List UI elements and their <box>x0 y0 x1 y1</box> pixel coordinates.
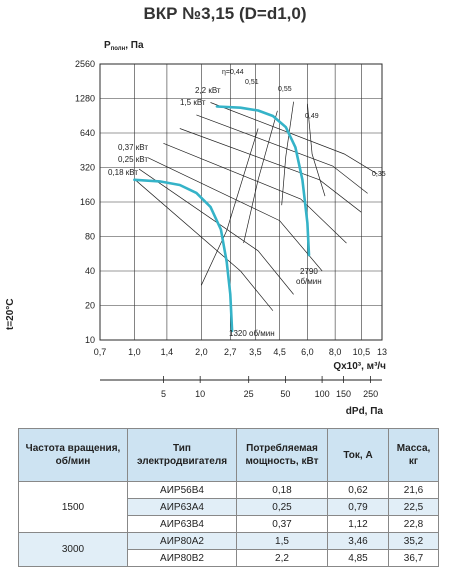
efficiency-diagonal-lines <box>136 101 378 311</box>
efficiency-line <box>281 101 294 206</box>
chart-title: ВКР №3,15 (D=d1,0) <box>143 4 307 23</box>
efficiency-line <box>200 128 259 286</box>
y-axis-label: Pполн, Па <box>104 40 144 52</box>
power-label: 2,2 кВт <box>195 86 221 95</box>
x-tick-label: 3,5 <box>249 347 262 357</box>
y-tick-label: 20 <box>85 301 95 311</box>
current-cell: 4,85 <box>327 549 389 567</box>
table-row: 3000 АИР80А2 1,5 3,46 35,2 <box>18 532 439 567</box>
x-tick-label: 6,0 <box>301 347 314 357</box>
efficiency-label: 0,55 <box>278 86 292 93</box>
power-cell: 0,37 <box>236 515 328 533</box>
y-tick-label: 640 <box>80 128 95 138</box>
motor-type-cell: АИР80В2 <box>127 549 237 567</box>
efficiency-line <box>196 114 368 194</box>
x-tick-label: 2,7 <box>224 347 237 357</box>
secondary-tick-label: 100 <box>315 389 330 399</box>
efficiency-line <box>307 103 326 197</box>
motor-spec-table: Частота вращения, об/мин Тип электродвиг… <box>18 428 439 567</box>
efficiency-line <box>179 128 362 213</box>
y-tick-label: 2560 <box>75 59 95 69</box>
efficiency-label: 0,51 <box>245 79 259 86</box>
mass-cell: 21,6 <box>388 481 439 499</box>
y-tick-label: 40 <box>85 266 95 276</box>
power-cell: 1,5 <box>236 532 328 550</box>
motor-type-cell: АИР63А4 <box>127 498 237 516</box>
speed-label-unit: об/мин <box>296 277 322 286</box>
current-cell: 1,12 <box>327 515 389 533</box>
x-tick-label: 13 <box>377 347 387 357</box>
x-tick-label: 1,0 <box>128 347 141 357</box>
y-tick-label: 160 <box>80 197 95 207</box>
x-tick-label: 0,7 <box>94 347 107 357</box>
efficiency-line <box>163 142 347 244</box>
current-cell: 3,46 <box>327 532 389 550</box>
mass-cell: 22,8 <box>388 515 439 533</box>
power-label: 0,37 кВт <box>118 143 148 152</box>
mass-cell: 22,5 <box>388 498 439 516</box>
header-power: Потребляемая мощность, кВт <box>236 428 328 482</box>
efficiency-label: 0,35 <box>372 171 386 178</box>
secondary-tick-label: 250 <box>363 389 378 399</box>
table-header-row: Частота вращения, об/мин Тип электродвиг… <box>18 428 439 482</box>
power-cell: 0,18 <box>236 481 328 499</box>
header-motor-type: Тип электродвигателя <box>127 428 237 482</box>
efficiency-label: 0,49 <box>305 113 319 120</box>
header-current: Ток, А <box>327 428 389 482</box>
secondary-tick-label: 150 <box>336 389 351 399</box>
secondary-tick-label: 25 <box>244 389 254 399</box>
chart-grid <box>99 63 383 383</box>
current-cell: 0,79 <box>327 498 389 516</box>
table-row: АИР80В2 2,2 4,85 36,7 <box>19 549 439 567</box>
secondary-tick-label: 50 <box>280 389 290 399</box>
speed-label-3000: 2790 <box>300 267 318 276</box>
secondary-tick-label: 10 <box>195 389 205 399</box>
table-row: АИР63В4 0,37 1,12 22,8 <box>19 515 439 533</box>
efficiency-line <box>136 180 274 311</box>
motor-type-cell: АИР56В4 <box>127 481 237 499</box>
motor-type-cell: АИР63В4 <box>127 515 237 533</box>
x-tick-label: 1,4 <box>161 347 174 357</box>
y-tick-label: 1280 <box>75 94 95 104</box>
efficiency-line <box>138 168 294 295</box>
power-label: 0,18 кВт <box>108 168 138 177</box>
header-speed: Частота вращения, об/мин <box>18 428 128 482</box>
temperature-label: t=20°C <box>5 298 16 330</box>
speed-label-1500: 1320 об/мин <box>229 329 275 338</box>
secondary-tick-label: 5 <box>161 389 166 399</box>
x-tick-label: 10,5 <box>353 347 371 357</box>
motor-type-cell: АИР80А2 <box>127 532 237 550</box>
x-tick-label: 2,0 <box>195 347 208 357</box>
power-label: 0,25 кВт <box>118 155 148 164</box>
efficiency-line <box>147 157 323 272</box>
mass-cell: 36,7 <box>388 549 439 567</box>
header-mass: Масса, кг <box>388 428 439 482</box>
fan-performance-chart: 10 20 40 80 160 320 640 1280 2560 0,7 1,0 1,4 2,0 2,7… <box>5 40 387 417</box>
table-row: АИР63А4 0,25 0,79 22,5 <box>19 498 439 516</box>
speed-cell: 3000 <box>18 532 128 567</box>
table-row: 1500 АИР56В4 0,18 0,62 21,6 <box>18 481 439 533</box>
power-cell: 0,25 <box>236 498 328 516</box>
performance-curves <box>133 105 311 333</box>
efficiency-label: η=0,44 <box>222 69 244 76</box>
performance-curve-1 <box>133 178 234 333</box>
x-tick-label: 8,0 <box>329 347 342 357</box>
chart-labels: 10 20 40 80 160 320 640 1280 2560 0,7 1,0 1,4 2,0 2,7… <box>5 40 387 417</box>
y-tick-label: 10 <box>85 335 95 345</box>
performance-curve-2 <box>215 105 311 257</box>
x-axis-label: Qx10³, м³/ч <box>333 361 386 372</box>
current-cell: 0,62 <box>327 481 389 499</box>
speed-cell: 1500 <box>18 481 128 533</box>
power-label: 1,5 кВт <box>180 98 206 107</box>
y-tick-label: 320 <box>80 163 95 173</box>
efficiency-line <box>243 110 278 244</box>
secondary-axis-label: dPd, Па <box>346 406 384 417</box>
mass-cell: 35,2 <box>388 532 439 550</box>
power-cell: 2,2 <box>236 549 328 567</box>
efficiency-line <box>210 102 378 175</box>
x-tick-label: 4,5 <box>273 347 286 357</box>
y-tick-label: 80 <box>85 232 95 242</box>
